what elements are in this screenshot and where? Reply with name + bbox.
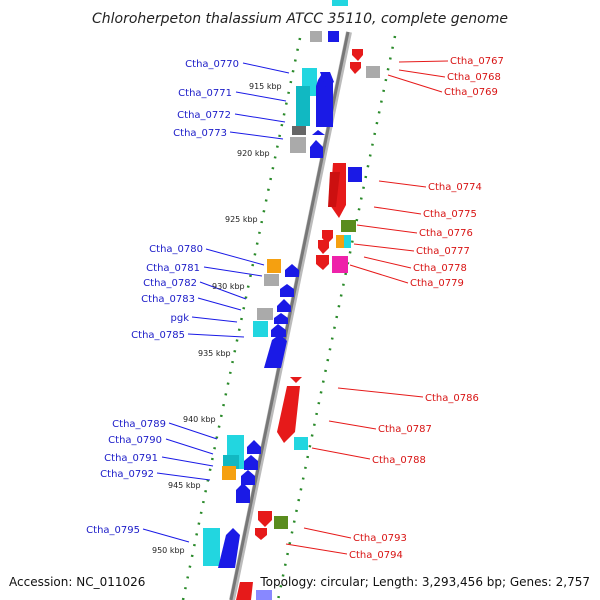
gene-label[interactable]: Ctha_0769 (444, 87, 498, 98)
right-leader-lines (285, 60, 449, 555)
tick-label: 930 kbp (212, 282, 245, 291)
gene-feature (344, 235, 351, 248)
tick-label: 925 kbp (225, 215, 258, 224)
gene-feature (352, 49, 363, 61)
gene-feature (236, 483, 250, 503)
gene-label[interactable]: pgk (171, 313, 190, 324)
gene-label[interactable]: Ctha_0789 (112, 419, 166, 430)
gene-feature (348, 167, 362, 182)
gene-label[interactable]: Ctha_0778 (413, 263, 467, 274)
gene-feature (247, 440, 261, 454)
genome-summary-text: Topology: circular; Length: 3,293,456 bp… (259, 575, 590, 589)
gene-feature (310, 31, 322, 42)
gene-feature (236, 582, 253, 600)
gene-label[interactable]: Ctha_0794 (349, 550, 403, 561)
gene-feature (336, 235, 344, 248)
gene-feature (274, 516, 288, 529)
gene-label[interactable]: Ctha_0768 (447, 72, 501, 83)
gene-feature (256, 590, 272, 600)
gene-feature (264, 334, 287, 368)
gene-feature (318, 240, 329, 254)
left-tick-guide (181, 37, 302, 600)
gene-label[interactable]: Ctha_0776 (419, 228, 473, 239)
gene-label[interactable]: Ctha_0772 (177, 110, 231, 121)
gene-label[interactable]: Ctha_0792 (100, 469, 154, 480)
gene-feature (290, 137, 306, 153)
gene-feature (258, 511, 272, 527)
gene-feature (296, 86, 310, 126)
gene-feature (285, 264, 299, 277)
gene-label[interactable]: Ctha_0773 (173, 128, 227, 139)
gene-label[interactable]: Ctha_0790 (108, 435, 162, 446)
tick-label: 950 kbp (152, 546, 185, 555)
gene-label[interactable]: Ctha_0782 (143, 278, 197, 289)
gene-label[interactable]: Ctha_0795 (86, 525, 140, 536)
gene-feature (223, 455, 239, 469)
gene-feature (316, 255, 329, 270)
gene-label[interactable]: Ctha_0779 (410, 278, 464, 289)
gene-feature (292, 126, 306, 135)
gene-label[interactable]: Ctha_0774 (428, 182, 482, 193)
gene-feature (241, 470, 255, 485)
gene-label[interactable]: Ctha_0780 (149, 244, 203, 255)
tick-label: 940 kbp (183, 415, 216, 424)
gene-feature (332, 0, 348, 6)
gene-feature (320, 72, 334, 88)
gene-label[interactable]: Ctha_0786 (425, 393, 479, 404)
gene-label[interactable]: Ctha_0770 (185, 59, 239, 70)
gene-feature (310, 140, 323, 158)
right-tick-guide (276, 35, 397, 600)
gene-feature (274, 313, 288, 324)
gene-feature (222, 466, 236, 480)
gene-feature (271, 324, 286, 337)
gene-label[interactable]: Ctha_0781 (146, 263, 200, 274)
gene-feature (218, 528, 240, 568)
gene-feature (277, 386, 300, 443)
gene-feature (341, 220, 356, 232)
gene-label[interactable]: Ctha_0783 (141, 294, 195, 305)
gene-feature (294, 437, 308, 450)
gene-feature (290, 377, 302, 383)
gene-feature (277, 299, 291, 312)
gene-feature (328, 172, 340, 207)
gene-feature (203, 528, 220, 566)
gene-feature (264, 274, 279, 286)
gene-feature (267, 259, 281, 273)
gene-feature (328, 31, 339, 42)
map-title: Chloroherpeton thalassium ATCC 35110, co… (92, 11, 508, 27)
gene-feature (332, 256, 348, 273)
tick-label: 915 kbp (249, 82, 282, 91)
tick-label: 935 kbp (198, 349, 231, 358)
gene-feature (280, 284, 294, 297)
gene-feature (253, 321, 268, 337)
gene-feature (255, 528, 267, 540)
gene-label[interactable]: Ctha_0793 (353, 533, 407, 544)
left-leader-lines (142, 62, 290, 543)
tick-label: 945 kbp (168, 481, 201, 490)
tick-label: 920 kbp (237, 149, 270, 158)
gene-label[interactable]: Ctha_0785 (131, 330, 185, 341)
gene-label[interactable]: Ctha_0767 (450, 56, 504, 67)
accession-text: Accession: NC_011026 (9, 575, 145, 589)
gene-label[interactable]: Ctha_0775 (423, 209, 477, 220)
gene-label[interactable]: Ctha_0777 (416, 246, 470, 257)
gene-label[interactable]: Ctha_0791 (104, 453, 158, 464)
gene-label[interactable]: Ctha_0788 (372, 455, 426, 466)
gene-feature (257, 308, 273, 320)
gene-feature (350, 62, 361, 74)
gene-feature (312, 130, 325, 135)
gene-label[interactable]: Ctha_0787 (378, 424, 432, 435)
gene-feature (244, 455, 258, 470)
gene-feature (366, 66, 380, 78)
gene-label[interactable]: Ctha_0771 (178, 88, 232, 99)
